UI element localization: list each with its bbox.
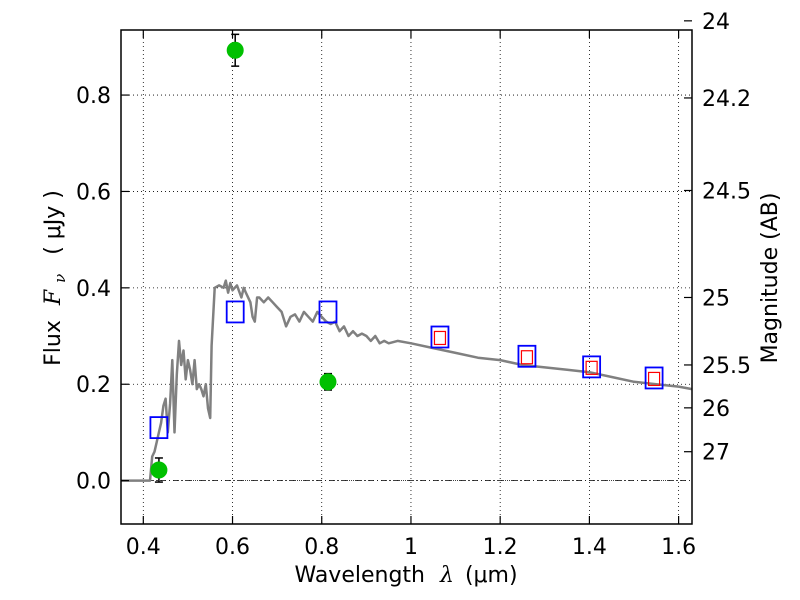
y-tick-label: 0.0 [76,470,111,495]
y-axis-label-text: Flux [41,320,66,366]
x-axis-label-symbol: λ [439,563,454,588]
x-tick-label: 0.6 [215,535,250,560]
observed-flux-point [226,41,244,59]
ticks-layer: 0.4 0.6 0.8 1 1.2 1.4 1.6 0.0 0.2 0.4 0.6 0.8 24 24.2… [76,10,751,560]
secondary-model-square [585,360,598,375]
secondary-model-square [433,330,447,346]
magnitude-tick-label: 27 [702,441,730,466]
grid-layer [121,30,692,524]
x-tick-label: 1.4 [572,535,607,560]
x-axis-label: Wavelength λ (μm) [294,563,517,588]
y-axis-label: Flux F ν ( μJy ) [41,190,71,366]
y-tick-label: 0.4 [76,277,111,302]
model-flux-square [430,325,450,349]
x-tick-label: 1.2 [483,535,518,560]
secondary-model-square [647,371,661,387]
x-tick-label: 0.8 [304,535,339,560]
model-spectrum-line [121,279,693,482]
model-flux-square [225,300,245,324]
magnitude-tick-label: 25.5 [702,354,751,379]
model-flux-square [318,300,338,324]
y-axis-label-symbol: F [41,289,66,306]
magnitude-tick-label: 25 [702,286,730,311]
y-axis-label-unit: ( μJy ) [41,190,66,255]
magnitude-tick-label: 24.5 [702,179,751,204]
magnitude-tick-label: 24 [702,10,730,35]
x-tick-label: 1.6 [661,535,696,560]
y-tick-label: 0.8 [76,84,111,109]
model-flux-square [517,344,537,368]
model-flux-square [582,355,602,379]
model-flux-square [644,366,664,390]
y-axis-label-subscript: ν [51,274,69,283]
observed-flux-point [319,373,337,391]
x-tick-label: 0.4 [126,535,161,560]
x-axis-label-unit: (μm) [465,563,518,588]
data-layer [121,33,693,483]
observed-flux-point [150,461,168,479]
right-axis-label: Magnitude (AB) [758,193,783,364]
magnitude-tick-label: 26 [702,397,730,422]
x-tick-label: 1 [404,535,418,560]
y-tick-label: 0.2 [76,373,111,398]
magnitude-tick-label: 24.2 [702,87,751,112]
y-tick-label: 0.6 [76,180,111,205]
model-flux-square [149,416,169,440]
plot-frame [120,29,693,525]
secondary-model-square [520,350,534,365]
x-axis-label-text: Wavelength [294,563,425,588]
